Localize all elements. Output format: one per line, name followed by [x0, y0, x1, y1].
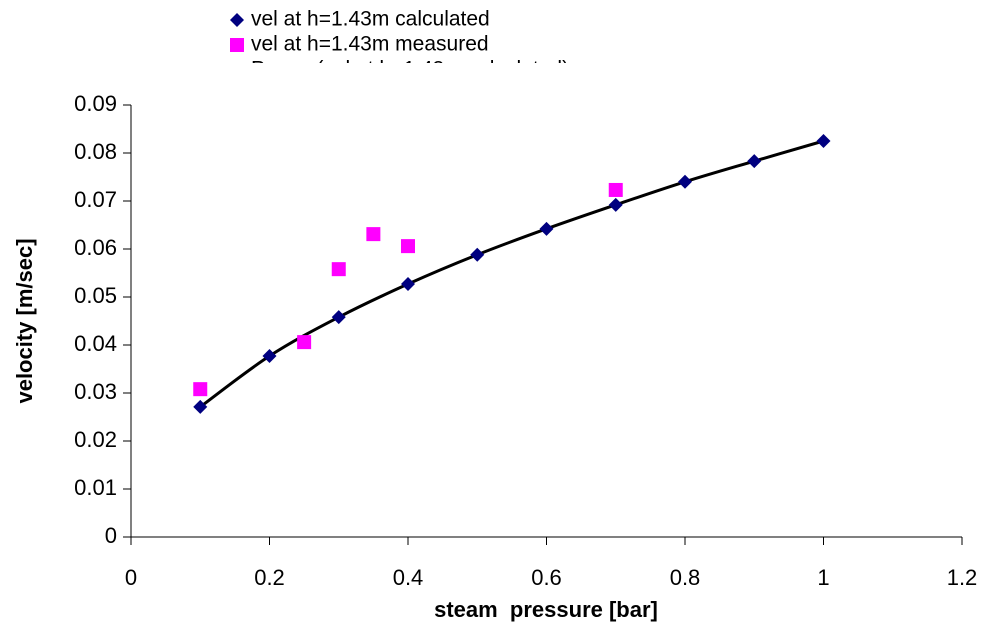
square-marker [193, 382, 208, 397]
y-tick-label: 0.08 [74, 139, 117, 164]
y-tick-label: 0.09 [74, 91, 117, 116]
x-tick-label: 1.2 [947, 565, 978, 590]
legend-label: vel at h=1.43m calculated [251, 8, 490, 31]
diamond-marker [262, 349, 277, 364]
legend-label: vel at h=1.43m measured [251, 33, 489, 56]
trendline [199, 139, 824, 409]
diamond-marker [470, 247, 485, 262]
diamond-marker [539, 221, 554, 236]
y-tick-label: 0 [105, 523, 117, 548]
x-tick-label: 0.4 [393, 565, 424, 590]
diamond-marker [401, 277, 415, 292]
y-tick-label: 0.01 [74, 475, 117, 500]
x-tick-label: 0.6 [531, 565, 562, 590]
y-tick-label: 0.06 [74, 235, 117, 260]
diamond-marker [193, 399, 208, 414]
x-tick-label: 1 [817, 565, 829, 590]
diamond-marker [816, 134, 831, 148]
y-tick-label: 0.03 [74, 379, 117, 404]
x-axis-title: steam pressure [bar] [434, 597, 658, 622]
square-marker [331, 262, 346, 277]
diamond-marker [230, 13, 244, 27]
y-tick-label: 0.07 [74, 187, 117, 212]
square-marker [297, 335, 312, 350]
x-tick-label: 0.8 [670, 565, 701, 590]
x-tick-label: 0 [125, 565, 137, 590]
diamond-marker [608, 197, 623, 212]
diamond-marker [331, 310, 346, 325]
y-tick-label: 0.02 [74, 427, 117, 452]
square-marker [230, 38, 244, 52]
y-axis-title: velocity [m/sec] [12, 238, 37, 403]
y-tick-label: 0.04 [74, 331, 117, 356]
diamond-marker [678, 174, 692, 189]
square-marker [608, 182, 623, 197]
legend-label: Power (vel at h=1.43m calculated) [251, 58, 569, 81]
diamond-marker [747, 154, 762, 169]
square-marker [366, 227, 381, 242]
square-marker [401, 239, 415, 254]
y-tick-label: 0.05 [74, 283, 117, 308]
x-tick-label: 0.2 [254, 565, 285, 590]
